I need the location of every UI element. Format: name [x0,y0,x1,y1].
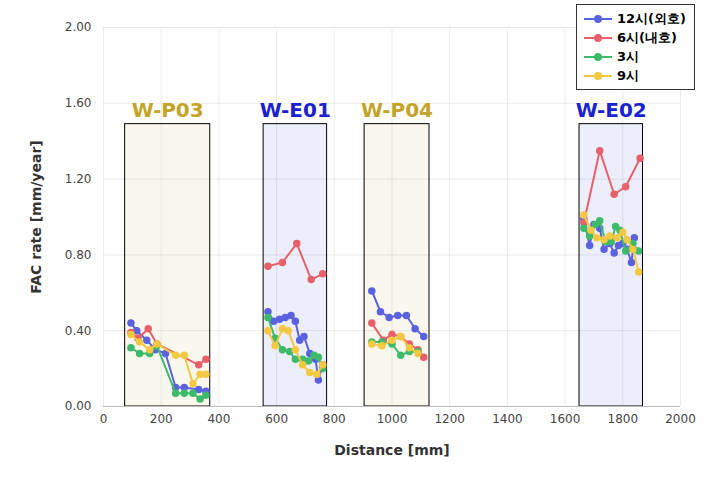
svg-text:800: 800 [323,412,346,426]
svg-text:0.40: 0.40 [65,324,92,338]
html-text:3시: 3시 [617,48,640,64]
svg-text:1200: 1200 [434,412,465,426]
svg-text:Distance [mm]: Distance [mm] [334,442,450,458]
html-text:9시: 9시 [617,67,640,83]
svg-text:2.00: 2.00 [65,20,92,34]
svg-text:1400: 1400 [492,412,523,426]
svg-text:1800: 1800 [608,412,639,426]
svg-text:1000: 1000 [377,412,408,426]
svg-text:400: 400 [207,412,230,426]
svg-text:1.60: 1.60 [65,96,92,110]
svg-text:W-E02: W-E02 [576,98,647,122]
svg-text:0.00: 0.00 [65,399,92,413]
svg-text:200: 200 [150,412,173,426]
svg-text:600: 600 [265,412,288,426]
svg-text:W-E01: W-E01 [260,98,331,122]
svg-text:0.80: 0.80 [65,248,92,262]
svg-text:1.20: 1.20 [65,172,92,186]
svg-text:1600: 1600 [550,412,581,426]
svg-text:0: 0 [100,412,108,426]
svg-text:FAC rate [mm/year]: FAC rate [mm/year] [28,140,44,293]
svg-text:W-P04: W-P04 [361,98,433,122]
html-text:6시(내호): 6시(내호) [617,29,677,45]
svg-text:W-P03: W-P03 [132,98,204,122]
svg-text:2000: 2000 [665,412,696,426]
html-text:12시(외호): 12시(외호) [617,10,686,26]
